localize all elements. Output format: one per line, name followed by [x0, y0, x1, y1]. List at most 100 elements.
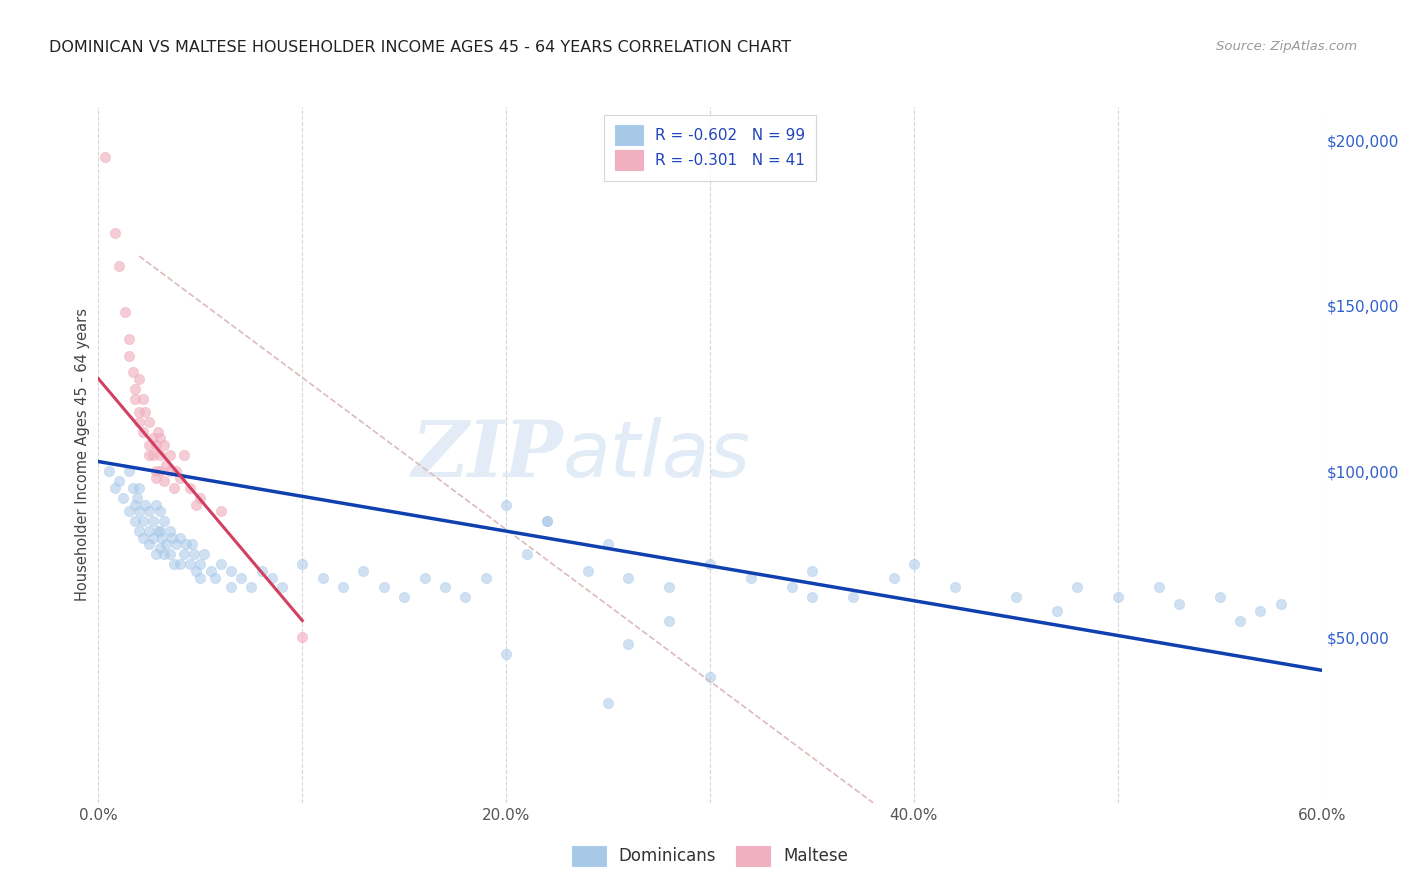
Point: [145, 498, 167, 512]
Point: [155, 458, 177, 472]
Point: [193, 547, 215, 561]
Point: [1249, 604, 1271, 618]
Point: [138, 524, 160, 538]
Point: [413, 570, 436, 584]
Point: [209, 558, 232, 572]
Point: [173, 448, 195, 462]
Point: [291, 558, 314, 572]
Point: [169, 531, 191, 545]
Point: [124, 514, 146, 528]
Point: [373, 581, 395, 595]
Point: [903, 558, 925, 572]
Point: [658, 614, 681, 628]
Point: [617, 570, 640, 584]
Point: [149, 504, 172, 518]
Point: [179, 558, 201, 572]
Point: [516, 547, 538, 561]
Point: [291, 630, 314, 644]
Point: [145, 465, 167, 479]
Point: [160, 531, 183, 545]
Point: [454, 591, 477, 605]
Point: [122, 365, 145, 379]
Point: [270, 581, 294, 595]
Point: [332, 581, 354, 595]
Point: [1107, 591, 1129, 605]
Point: [138, 438, 160, 452]
Point: [142, 514, 165, 528]
Point: [883, 570, 905, 584]
Point: [134, 498, 156, 512]
Point: [111, 491, 134, 505]
Point: [174, 537, 197, 551]
Point: [146, 524, 169, 538]
Point: [240, 581, 263, 595]
Point: [138, 504, 160, 518]
Point: [699, 670, 721, 684]
Point: [146, 425, 169, 439]
Point: [392, 591, 416, 605]
Point: [127, 491, 149, 505]
Point: [149, 448, 172, 462]
Point: [801, 564, 824, 578]
Point: [163, 558, 186, 572]
Point: [163, 481, 186, 495]
Point: [142, 448, 165, 462]
Point: [1167, 597, 1189, 611]
Point: [536, 514, 558, 528]
Point: [122, 481, 145, 495]
Point: [179, 481, 201, 495]
Point: [128, 405, 150, 419]
Point: [124, 392, 146, 406]
Point: [118, 504, 141, 518]
Point: [152, 438, 174, 452]
Point: [352, 564, 374, 578]
Point: [1045, 604, 1069, 618]
Point: [159, 524, 181, 538]
Point: [149, 465, 172, 479]
Point: [173, 547, 195, 561]
Text: ZIP: ZIP: [412, 417, 564, 493]
Point: [260, 570, 283, 584]
Point: [128, 504, 150, 518]
Point: [128, 524, 150, 538]
Point: [598, 697, 620, 711]
Point: [1066, 581, 1088, 595]
Point: [1209, 591, 1232, 605]
Point: [124, 382, 146, 396]
Point: [124, 498, 146, 512]
Point: [780, 581, 803, 595]
Point: [312, 570, 335, 584]
Point: [132, 392, 155, 406]
Point: [97, 465, 120, 479]
Point: [159, 547, 181, 561]
Point: [188, 491, 212, 505]
Point: [204, 570, 226, 584]
Point: [159, 448, 181, 462]
Text: DOMINICAN VS MALTESE HOUSEHOLDER INCOME AGES 45 - 64 YEARS CORRELATION CHART: DOMINICAN VS MALTESE HOUSEHOLDER INCOME …: [49, 40, 792, 55]
Point: [150, 531, 173, 545]
Point: [169, 558, 191, 572]
Point: [152, 475, 174, 489]
Point: [801, 591, 824, 605]
Point: [152, 514, 174, 528]
Point: [132, 531, 155, 545]
Point: [155, 537, 177, 551]
Point: [145, 438, 167, 452]
Point: [93, 150, 115, 164]
Point: [142, 431, 165, 445]
Point: [114, 305, 136, 319]
Point: [134, 405, 156, 419]
Point: [165, 537, 187, 551]
Legend: Dominicans, Maltese: Dominicans, Maltese: [564, 838, 856, 874]
Point: [598, 537, 620, 551]
Point: [118, 349, 141, 363]
Point: [1147, 581, 1170, 595]
Point: [128, 481, 150, 495]
Point: [1229, 614, 1251, 628]
Point: [219, 564, 242, 578]
Point: [617, 637, 640, 651]
Point: [1270, 597, 1292, 611]
Point: [142, 531, 165, 545]
Point: [165, 465, 187, 479]
Point: [104, 226, 127, 240]
